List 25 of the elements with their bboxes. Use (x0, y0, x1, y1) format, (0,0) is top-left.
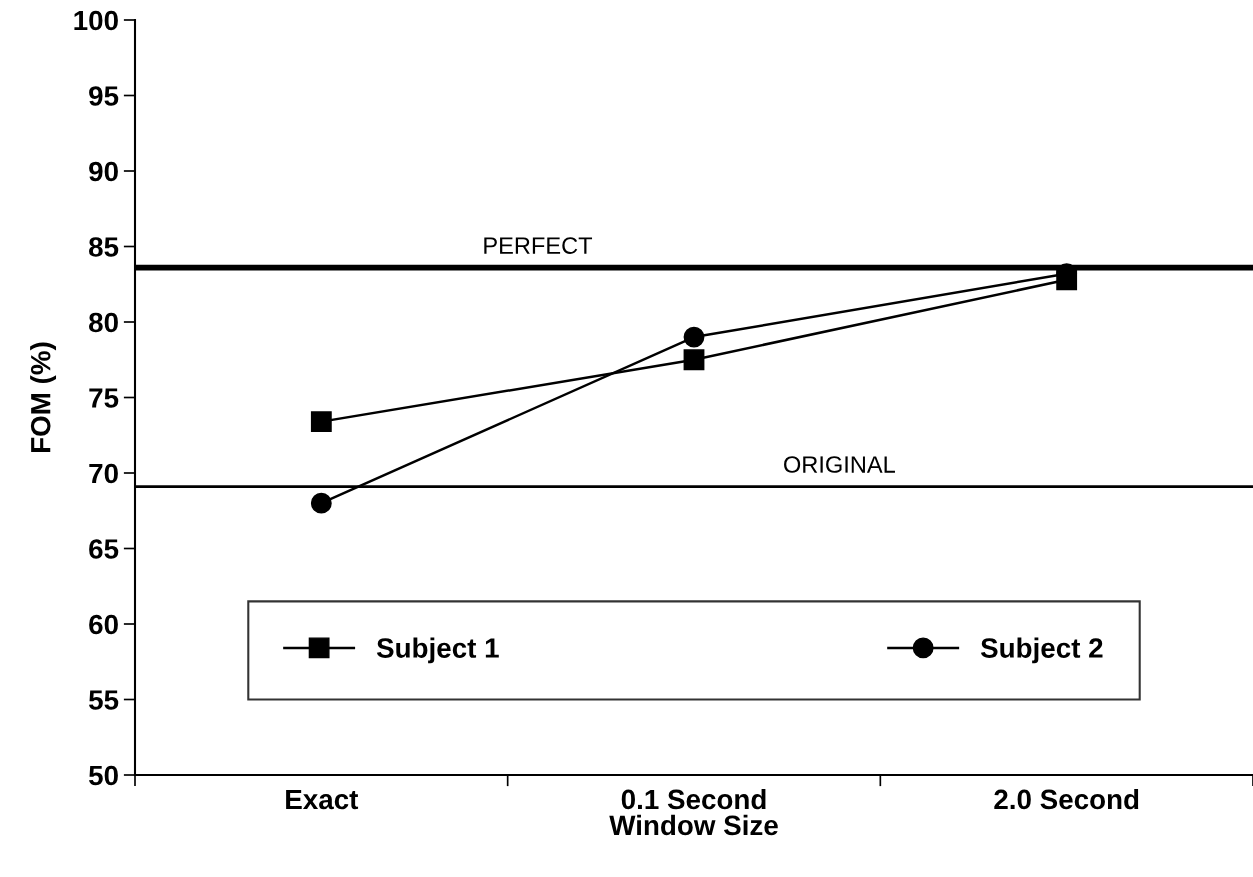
ref-line-label: PERFECT (484, 237, 593, 254)
y-tick-label: 95 (89, 86, 119, 106)
point (1056, 269, 1078, 291)
legend-label: Subject 2 (980, 637, 1103, 664)
y-tick-label: 85 (89, 237, 119, 257)
y-axis-title: FOM (%) (30, 342, 57, 452)
y-tick-label: 75 (89, 388, 119, 408)
y-tick-label: 100 (74, 10, 118, 31)
point (683, 326, 705, 348)
x-axis-title: Window Size (609, 814, 778, 836)
x-tick-label: 0.1 Second (621, 788, 766, 810)
y-tick-label: 65 (89, 539, 119, 559)
y-tick-label: 50 (88, 765, 118, 786)
y-tick-label: 90 (89, 161, 118, 182)
ref-line-label: ORIGINAL (784, 456, 895, 473)
legend-label: Subject 1 (376, 637, 499, 664)
point (683, 349, 705, 371)
y-tick-label: 55 (88, 690, 119, 710)
x-tick-label: 2.0 Second (994, 788, 1139, 810)
y-tick-label: 60 (89, 614, 118, 635)
y-tick-label: 80 (89, 312, 118, 333)
point (310, 411, 332, 433)
point (310, 492, 332, 514)
y-tick-label: 70 (89, 463, 118, 484)
x-tick-label: Exact (286, 789, 359, 810)
